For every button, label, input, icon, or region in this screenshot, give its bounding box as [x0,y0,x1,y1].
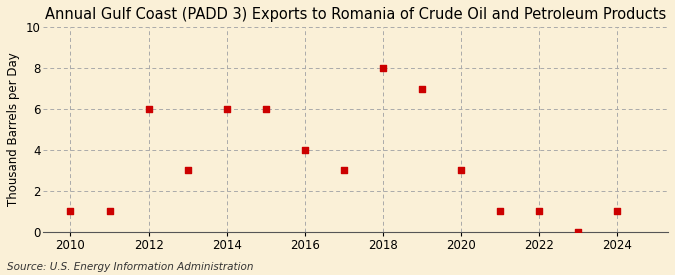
Point [143,107,154,111]
Point [104,209,115,213]
Y-axis label: Thousand Barrels per Day: Thousand Barrels per Day [7,53,20,206]
Point [495,209,506,213]
Point [456,168,466,172]
Text: Source: U.S. Energy Information Administration: Source: U.S. Energy Information Administ… [7,262,253,272]
Point [377,66,388,70]
Point [534,209,545,213]
Point [416,86,427,91]
Point [573,229,584,234]
Point [338,168,349,172]
Title: Annual Gulf Coast (PADD 3) Exports to Romania of Crude Oil and Petroleum Product: Annual Gulf Coast (PADD 3) Exports to Ro… [45,7,666,22]
Point [65,209,76,213]
Point [612,209,622,213]
Point [300,148,310,152]
Point [182,168,193,172]
Point [261,107,271,111]
Point [221,107,232,111]
